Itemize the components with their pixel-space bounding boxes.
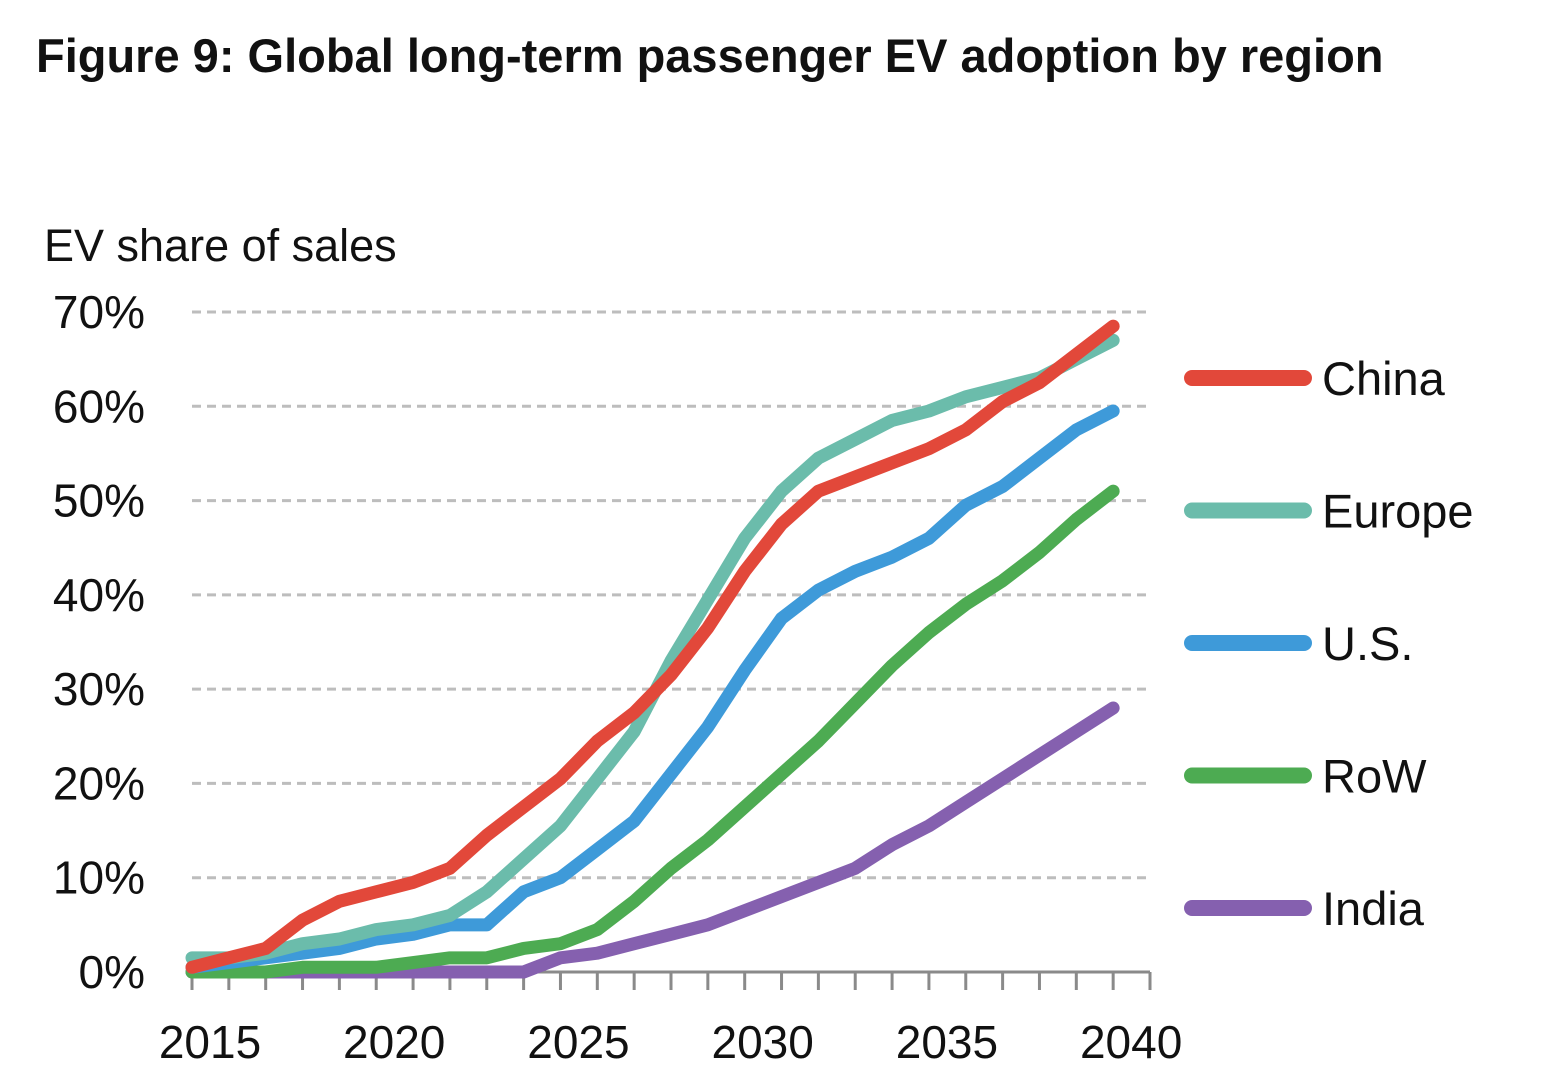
- y-tick-label: 0%: [79, 946, 145, 998]
- x-tick-label: 2025: [527, 1016, 629, 1068]
- x-tick-label: 2035: [896, 1016, 998, 1068]
- y-tick-label: 60%: [53, 380, 145, 432]
- y-tick-label: 10%: [53, 852, 145, 904]
- series-line-us: [185, 404, 1120, 974]
- legend-label-india: India: [1322, 882, 1425, 935]
- y-axis-ticks: 0% 10% 20% 30% 40% 50% 60% 70%: [53, 286, 145, 998]
- x-tick-label: 2015: [159, 1016, 261, 1068]
- y-tick-label: 70%: [53, 286, 145, 338]
- legend: China Europe U.S. RoW India: [1184, 352, 1474, 935]
- chart-title: Figure 9: Global long-term passenger EV …: [36, 29, 1384, 82]
- x-tick-label: 2020: [343, 1016, 445, 1068]
- x-axis-ticks: 2015 2020 2025 2030 2035 2040: [159, 1016, 1182, 1068]
- y-tick-label: 30%: [53, 663, 145, 715]
- y-tick-label: 40%: [53, 569, 145, 621]
- x-tick-label: 2030: [712, 1016, 814, 1068]
- x-tick-label: 2040: [1080, 1016, 1182, 1068]
- series-line-india: [185, 701, 1120, 979]
- series-line-row: [185, 484, 1120, 979]
- legend-label-china: China: [1322, 352, 1446, 405]
- y-tick-label: 50%: [53, 475, 145, 527]
- legend-label-europe: Europe: [1322, 485, 1474, 538]
- y-axis-label: EV share of sales: [44, 220, 397, 271]
- legend-label-row: RoW: [1322, 750, 1427, 803]
- legend-label-us: U.S.: [1322, 617, 1413, 670]
- series-line-china: [185, 319, 1120, 974]
- series-lines: [185, 319, 1120, 979]
- y-tick-label: 20%: [53, 757, 145, 809]
- series-line-europe: [185, 333, 1120, 965]
